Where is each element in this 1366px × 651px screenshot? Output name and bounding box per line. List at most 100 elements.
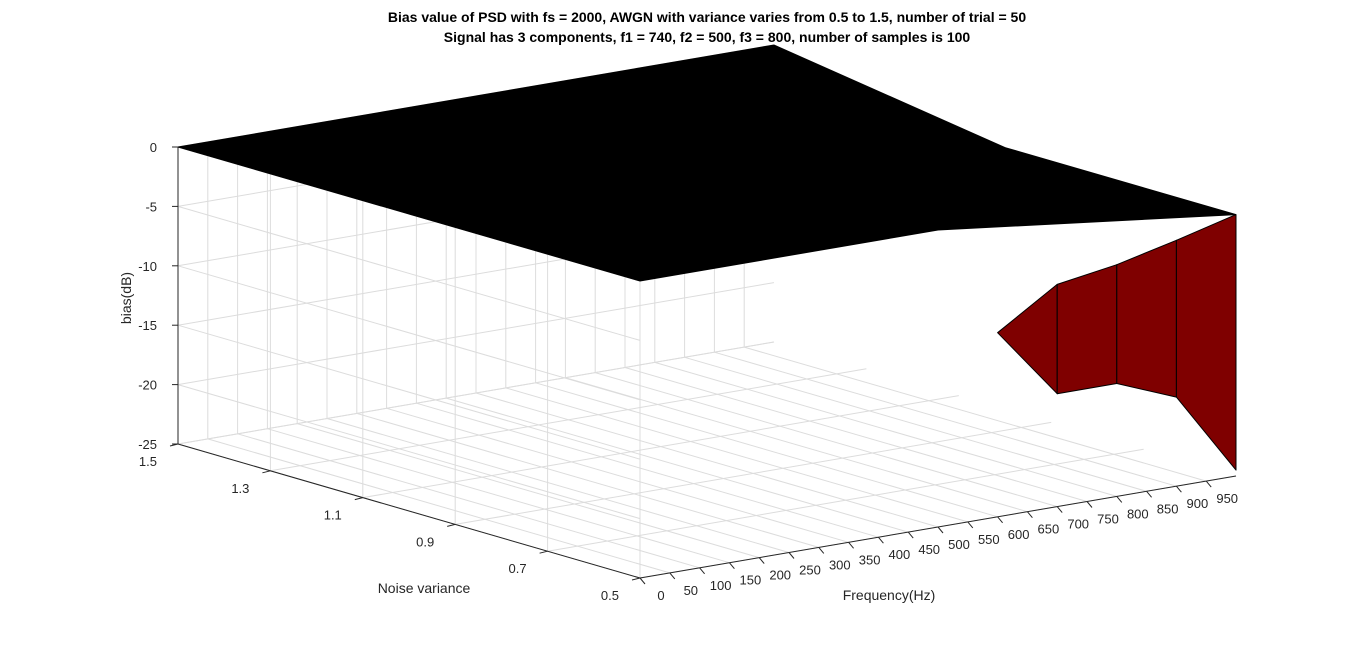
- x-tick-mark: [729, 562, 735, 570]
- x-tick-label: 400: [889, 547, 911, 562]
- x-tick-mark: [997, 516, 1003, 524]
- side-wall-panel: [997, 283, 1058, 395]
- x-tick-mark: [848, 541, 854, 549]
- x-tick-label: 0: [657, 588, 664, 603]
- x-tick-mark: [907, 531, 914, 539]
- y-tick-mark: [354, 497, 363, 501]
- z-tick-label: -5: [145, 199, 157, 214]
- back-grid-z: [177, 341, 775, 445]
- left-grid-z: [177, 205, 641, 341]
- left-grid-z: [177, 265, 641, 401]
- floor-grid-y: [270, 368, 867, 472]
- y-tick-label: 1.1: [324, 508, 342, 523]
- y-tick-label: 1.5: [139, 454, 157, 469]
- x-tick-mark: [1205, 480, 1212, 488]
- floor-grid-x: [684, 356, 1147, 492]
- side-wall-panel: [1056, 264, 1118, 395]
- floor-grid-x: [475, 392, 939, 528]
- x-tick-mark: [1176, 485, 1182, 493]
- floor-grid-x: [565, 377, 1028, 513]
- x-tick-mark: [1086, 501, 1093, 508]
- y-axis-label: Noise variance: [378, 580, 471, 596]
- x-tick-label: 350: [859, 552, 881, 567]
- floor-grid-y: [547, 448, 1144, 552]
- floor-grid-x: [595, 372, 1058, 508]
- x-tick-mark: [1116, 496, 1123, 503]
- floor-grid-x: [744, 346, 1207, 482]
- floor-grid-x: [326, 418, 790, 553]
- x-tick-mark: [1146, 490, 1152, 498]
- x-tick-mark: [1056, 506, 1063, 513]
- side-wall-panel: [1116, 239, 1177, 398]
- chart-title-line-1: Bias value of PSD with fs = 2000, AWGN w…: [388, 9, 1026, 25]
- z-tick-label: -20: [138, 378, 157, 393]
- x-axis-label: Frequency(Hz): [843, 587, 936, 603]
- x-tick-mark: [788, 552, 795, 559]
- x-tick-mark: [967, 521, 974, 529]
- x-tick-mark: [639, 577, 646, 585]
- y-tick-label: 0.9: [416, 534, 434, 549]
- z-axis-label: bias(dB): [118, 272, 134, 324]
- x-tick-mark: [699, 567, 705, 575]
- x-tick-label: 950: [1216, 491, 1238, 506]
- floor-grid-x: [416, 402, 879, 538]
- x-tick-label: 150: [740, 573, 762, 588]
- x-tick-mark: [758, 557, 765, 564]
- x-tick-label: 700: [1067, 517, 1089, 532]
- y-tick-label: 0.5: [601, 588, 619, 603]
- x-tick-mark: [669, 572, 676, 580]
- floor-grid-x: [446, 397, 909, 533]
- floor-grid-x: [267, 428, 730, 564]
- left-grid-z: [177, 384, 641, 520]
- x-tick-label: 750: [1097, 512, 1119, 527]
- floor-grid-x: [297, 423, 760, 559]
- floor-grid-x: [237, 433, 700, 569]
- z-tick-label: -10: [138, 259, 157, 274]
- x-tick-mark: [1027, 511, 1033, 519]
- floor-grid-x: [356, 412, 819, 548]
- axes: [169, 146, 1237, 585]
- x-tick-label: 550: [978, 532, 1000, 547]
- x-tick-label: 200: [769, 568, 791, 583]
- back-grid-z: [177, 282, 775, 386]
- floor-grid-x: [624, 367, 1088, 502]
- y-axis-line: [177, 443, 641, 579]
- floor-grid-x: [207, 438, 670, 574]
- surface-patch: [475, 44, 1006, 164]
- y-tick-mark: [447, 523, 456, 527]
- x-tick-mark: [878, 536, 884, 544]
- surface-plot: [177, 44, 1237, 471]
- tick-labels: 0 50 100 150 200 250 300 350 400 450 500 550 600 650 7…: [138, 140, 1238, 603]
- floor-grid-y: [455, 421, 1052, 525]
- z-tick-label: -25: [138, 437, 157, 452]
- chart-title-line-2: Signal has 3 components, f1 = 740, f2 = …: [444, 29, 971, 45]
- floor-grid-x: [654, 361, 1117, 497]
- x-tick-label: 850: [1157, 501, 1179, 516]
- x-tick-label: 250: [799, 563, 821, 578]
- y-tick-label: 0.7: [509, 561, 527, 576]
- side-wall-panel: [1175, 214, 1237, 471]
- z-tick-label: 0: [150, 140, 157, 155]
- floor-grid-x: [714, 351, 1177, 487]
- x-tick-mark: [937, 526, 944, 534]
- left-grid-z: [177, 324, 641, 460]
- x-tick-label: 800: [1127, 506, 1149, 521]
- floor-grid-y: [362, 395, 959, 499]
- floor-grid-x: [386, 407, 849, 543]
- y-tick-mark: [631, 577, 641, 581]
- x-tick-label: 900: [1187, 496, 1209, 511]
- x-tick-label: 300: [829, 557, 851, 572]
- x-tick-label: 600: [1008, 527, 1030, 542]
- z-tick-label: -15: [138, 318, 157, 333]
- y-tick-label: 1.3: [231, 481, 249, 496]
- x-tick-label: 100: [710, 578, 732, 593]
- y-tick-mark: [262, 470, 271, 474]
- x-tick-label: 500: [948, 537, 970, 552]
- x-tick-label: 650: [1038, 522, 1060, 537]
- x-tick-label: 50: [684, 583, 698, 598]
- y-tick-mark: [539, 550, 548, 554]
- floor-grid-x: [535, 382, 998, 518]
- x-tick-label: 450: [918, 542, 940, 557]
- x-tick-mark: [818, 547, 825, 554]
